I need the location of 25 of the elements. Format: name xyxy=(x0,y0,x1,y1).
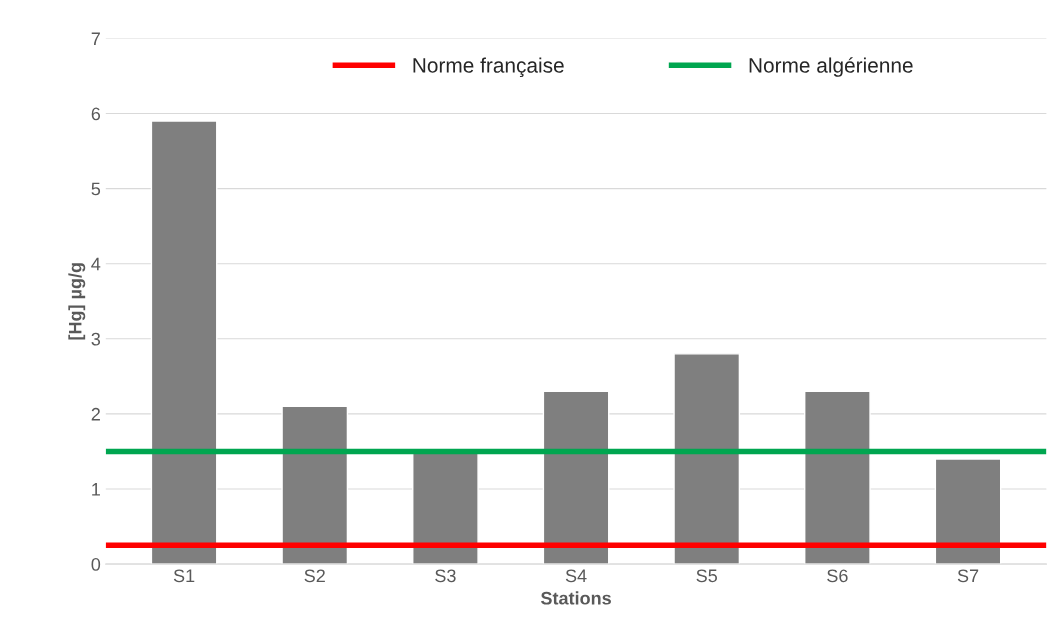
x-axis-title: Stations xyxy=(540,591,611,605)
y-tick-label: 5 xyxy=(91,182,101,196)
y-tick-label: 0 xyxy=(91,558,101,571)
legend-label: Norme algérienne xyxy=(749,57,913,77)
y-tick-label: 1 xyxy=(92,483,100,496)
bar xyxy=(542,390,610,565)
x-tick-label: S5 xyxy=(696,569,718,583)
bar xyxy=(150,120,218,565)
bar xyxy=(804,390,871,565)
x-tick-label: S4 xyxy=(565,569,587,583)
x-tick-label: S2 xyxy=(304,569,325,583)
bar xyxy=(281,405,349,565)
x-tick-label: S1 xyxy=(173,569,195,583)
y-axis-title: [Hg] µg/g xyxy=(68,263,86,340)
x-tick-label: S6 xyxy=(827,569,848,583)
legend-label: Norme française xyxy=(413,57,564,77)
y-tick-label: 3 xyxy=(91,332,101,346)
bar xyxy=(673,353,741,565)
y-tick-label: 4 xyxy=(91,257,101,271)
y-tick-label: 6 xyxy=(91,107,101,121)
x-tick-label: S7 xyxy=(957,569,979,583)
x-tick-label: S3 xyxy=(435,569,456,583)
bar xyxy=(934,458,1002,565)
y-tick-label: 7 xyxy=(91,32,100,45)
y-tick-label: 2 xyxy=(91,407,100,421)
